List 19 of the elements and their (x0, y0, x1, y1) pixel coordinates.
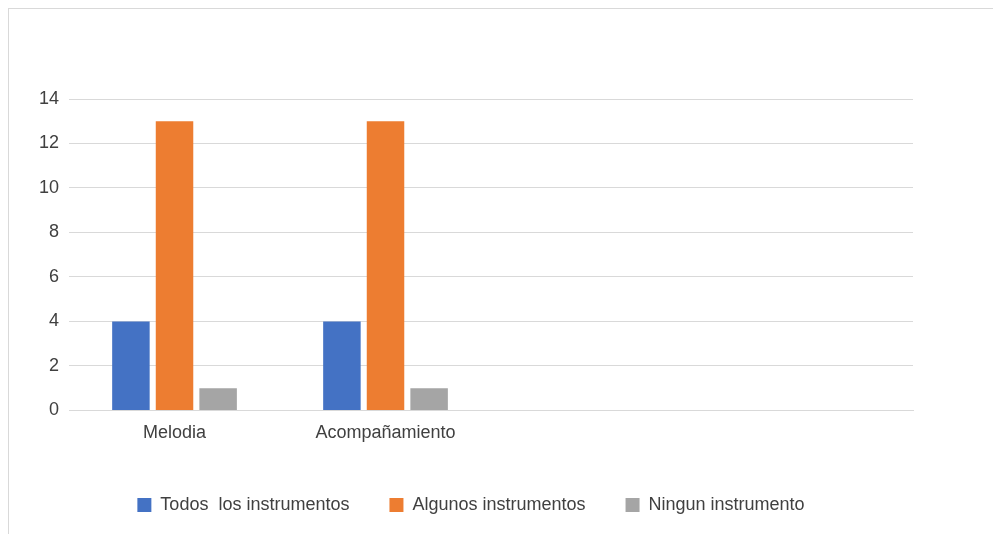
bar (199, 388, 237, 410)
y-tick-label: 14 (38, 87, 60, 108)
y-tick-label: 8 (49, 221, 60, 242)
y-tick-label: 6 (49, 265, 60, 286)
y-tick-label: 4 (49, 310, 60, 331)
legend-label: Ningun instrumento (648, 493, 805, 514)
bar (323, 321, 361, 410)
bar (155, 121, 194, 410)
y-tick-label: 0 (49, 399, 60, 420)
bar (366, 121, 405, 410)
y-tick-label: 10 (38, 176, 60, 197)
legend-label: Algunos instrumentos (412, 493, 586, 514)
y-tick-label: 12 (38, 132, 60, 153)
x-tick-label: Acompañamiento (315, 422, 456, 443)
bar (410, 388, 448, 410)
legend-label: Todos los instrumentos (160, 493, 350, 514)
bar (112, 321, 150, 410)
y-tick-label: 2 (49, 354, 60, 375)
x-tick-label: Melodia (143, 422, 208, 443)
